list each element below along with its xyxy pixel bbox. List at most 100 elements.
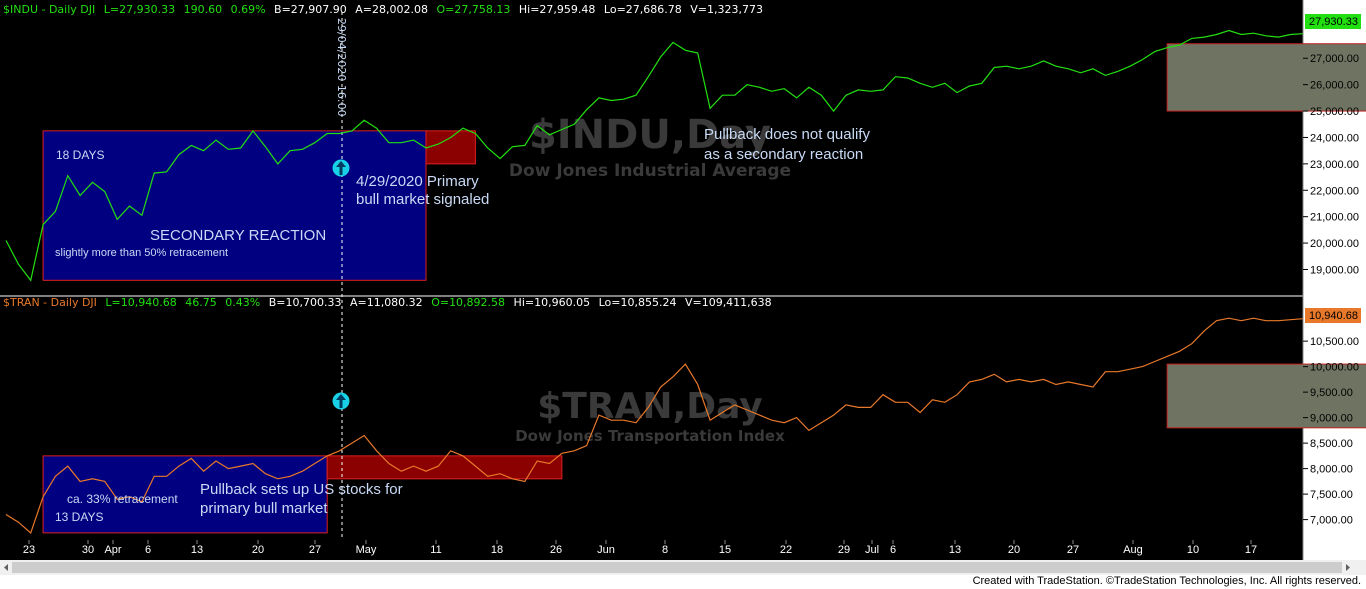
x-tick-label-23: 17 [1245,544,1257,556]
top-header-ask: A=28,002.08 [355,3,428,16]
horizontal-scrollbar[interactable] [0,560,1366,575]
top-y-tick-label-2: 21,000.00 [1310,212,1359,224]
top-shaded-region-0 [42,130,427,281]
top-header-lo: Lo=27,686.78 [604,3,682,16]
x-tick-label-3: 6 [145,544,151,556]
top-y-tick-label-5: 24,000.00 [1310,132,1359,144]
bottom-watermark-symbol: $TRAN,Day [537,386,763,427]
top-header-symbol: $INDU - Daily DJI [3,3,95,16]
x-tick-label-19: 20 [1008,544,1020,556]
bottom-header-bid: B=10,700.33 [269,296,342,309]
x-tick-label-13: 15 [719,544,731,556]
bottom-shaded-region-0 [42,455,328,534]
bottom-y-tick-label-2: 8,000.00 [1310,464,1353,476]
bottom-header-hi: Hi=10,960.05 [514,296,591,309]
bottom-header-symbol: $TRAN - Daily DJI [3,296,97,309]
x-tick-label-4: 13 [191,544,203,556]
bottom-header-open: O=10,892.58 [431,296,505,309]
x-tick-label-11: Jun [597,544,615,556]
x-tick-label-8: 11 [430,544,441,556]
signal-line1: 4/29/2020 Primary [356,173,479,190]
scroll-left-icon[interactable] [4,564,8,571]
top-y-tick-label-6: 25,000.00 [1310,106,1359,118]
top-header-open: O=27,758.13 [437,3,511,16]
signal-line2: bull market signaled [356,191,489,208]
top-pullback-line2: as a secondary reaction [704,146,863,163]
top-y-tick-label-3: 22,000.00 [1310,185,1359,197]
bottom-shaded-region-2 [1166,363,1366,429]
top-signal-marker [332,159,350,177]
bottom-header-chg: 46.75 [185,296,217,309]
x-tick-label-7: May [356,544,377,556]
bottom-y-tick-label-7: 10,500.00 [1310,336,1359,348]
x-tick-label-6: 27 [309,544,321,556]
top-header: $INDU - Daily DJI L=27,930.33 190.60 0.6… [3,3,763,16]
up-arrow-icon [336,394,346,408]
bottom-pullback-line2: primary bull market [200,500,328,517]
x-tick-label-2: Apr [104,544,121,556]
top-watermark-name: Dow Jones Industrial Average [509,161,791,181]
top-retracement-label: slightly more than 50% retracement [55,247,228,259]
x-tick-label-1: 30 [82,544,94,556]
bottom-header-last: L=10,940.68 [105,296,176,309]
x-tick-label-0: 23 [23,544,35,556]
x-tick-label-22: 10 [1187,544,1199,556]
top-y-tick-label-8: 27,000.00 [1310,53,1359,65]
bottom-last-badge-text: 10,940.68 [1309,310,1358,322]
bottom-last-badge: 10,940.68 [1305,308,1361,323]
bottom-y-tick-label-1: 7,500.00 [1310,489,1353,501]
x-tick-label-5: 20 [252,544,264,556]
bottom-header-lo: Lo=10,855.24 [599,296,677,309]
x-tick-label-21: Aug [1123,544,1143,556]
bottom-retracement-label: ca. 33% retracement [67,492,178,506]
bottom-y-tick-label-6: 10,000.00 [1310,362,1359,374]
top-days-label: 18 DAYS [56,148,104,162]
bottom-days-label: 13 DAYS [55,510,103,524]
top-header-chg: 190.60 [184,3,223,16]
scroll-right-icon[interactable] [1346,564,1350,571]
footer-credit: Created with TradeStation. ©TradeStation… [972,575,1361,587]
top-price-line [5,29,1304,282]
bottom-watermark-name: Dow Jones Transportation Index [515,427,785,445]
bottom-price-line [5,317,1304,534]
top-y-tick-label-4: 23,000.00 [1310,159,1359,171]
top-y-tick-label-7: 26,000.00 [1310,80,1359,92]
chart-canvas: $INDU,Day Dow Jones Industrial Average $… [0,0,1366,575]
bottom-header-vol: V=109,411,638 [685,296,772,309]
bottom-pullback-line1: Pullback sets up US stocks for [200,481,403,498]
bottom-y-tick-label-5: 9,500.00 [1310,387,1353,399]
x-tick-label-14: 22 [780,544,792,556]
top-header-vol: V=1,323,773 [690,3,763,16]
top-shaded-region-2 [1166,43,1366,112]
top-header-bid: B=27,907.90 [274,3,347,16]
bottom-header-ask: A=11,080.32 [350,296,423,309]
bottom-y-tick-label-0: 7,000.00 [1310,515,1353,527]
top-y-tick-label-1: 20,000.00 [1310,238,1359,250]
bottom-y-tick-label-4: 9,000.00 [1310,413,1353,425]
scrollbar-thumb[interactable] [12,562,1342,573]
x-tick-label-9: 18 [491,544,503,556]
up-arrow-icon [336,161,346,175]
top-price-axis: 19,000.00 20,000.00 21,000.00 22,000.00 23,0… [1303,53,1359,276]
top-header-pct: 0.69% [231,3,266,16]
top-shaded-region-1 [425,130,476,165]
x-tick-label-20: 27 [1067,544,1079,556]
secondary-reaction-label: SECONDARY REACTION [150,227,326,244]
top-pullback-line1: Pullback does not qualify [704,126,870,143]
top-shaded-regions [42,43,1366,281]
footer: Created with TradeStation. ©TradeStation… [0,575,1366,589]
top-watermark-symbol: $INDU,Day [529,112,771,158]
bottom-shaded-regions [42,363,1366,534]
x-tick-label-16: Jul [865,544,879,556]
cursor-date-label: 29/04/2020 16:00 [335,18,348,117]
bottom-signal-marker [332,392,350,410]
x-tick-label-18: 13 [949,544,961,556]
bottom-header-pct: 0.43% [225,296,260,309]
top-header-hi: Hi=27,959.48 [519,3,596,16]
top-last-badge: 27,930.33 [1305,14,1361,29]
bottom-shaded-region-1 [326,455,563,480]
time-axis: 23 30 Apr 6 13 20 27 May 11 18 26 Jun 8 15 22 29 Jul 6 13 2… [23,540,1257,556]
x-tick-label-10: 26 [550,544,562,556]
bottom-price-axis: 7,000.00 7,500.00 8,000.00 8,500.00 9,000.00… [1303,336,1359,527]
x-tick-label-15: 29 [838,544,850,556]
